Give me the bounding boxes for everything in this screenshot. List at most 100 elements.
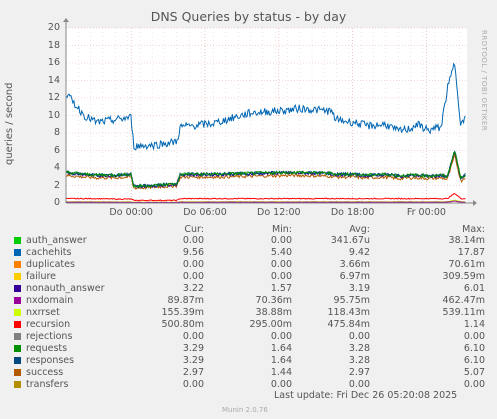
series-nxdomain xyxy=(65,200,466,204)
legend-row: duplicates 0.00 0.00 3.66m 70.61m xyxy=(14,259,485,271)
legend-row: failure 0.00 0.00 6.97m 309.59m xyxy=(14,271,486,283)
legend-row: success 2.97 1.44 2.97 5.07 xyxy=(14,367,485,379)
y-tick-label: 4 xyxy=(53,162,60,173)
legend-swatch xyxy=(14,381,21,388)
legend-avg: 9.42 xyxy=(348,247,370,258)
legend-name: cachehits xyxy=(26,247,72,258)
legend-cur: 3.29 xyxy=(182,355,204,366)
legend-name: nxrrset xyxy=(26,307,60,318)
legend-row: rejections 0.00 0.00 0.00 0.00 xyxy=(14,331,485,343)
y-tick-label: 14 xyxy=(47,74,60,86)
legend-min: 0.00 xyxy=(270,259,292,270)
rrdtool-watermark: RRDTOOL / TOBI OETIKER xyxy=(480,30,488,132)
x-tick-label: Fr 00:00 xyxy=(406,207,446,218)
legend-name: recursion xyxy=(26,319,71,330)
legend-cur: 0.00 xyxy=(182,259,204,270)
legend-min: 1.57 xyxy=(270,283,292,294)
legend-avg: 3.28 xyxy=(348,343,370,354)
legend-avg: 6.97m xyxy=(339,271,370,282)
y-axis-label: queries / second xyxy=(4,82,15,165)
legend-max: 70.61m xyxy=(448,259,485,270)
legend-min: 1.64 xyxy=(270,355,292,366)
legend-max: 1.14 xyxy=(463,319,485,330)
legend-row: auth_answer 0.00 0.00 341.67u 38.14m xyxy=(14,235,485,247)
legend-cur: 89.87m xyxy=(167,295,204,306)
legend-max: 6.10 xyxy=(463,343,485,354)
legend-avg: 0.00 xyxy=(348,331,370,342)
legend-avg: 118.43m xyxy=(327,307,371,318)
series-requests xyxy=(65,151,466,188)
legend-min: 1.44 xyxy=(270,367,292,378)
legend-swatch xyxy=(14,249,21,256)
legend-cur: 0.00 xyxy=(182,379,204,390)
legend-max: 462.47m xyxy=(442,295,486,306)
legend-avg: 341.67u xyxy=(330,235,370,246)
x-tick-label: Do 06:00 xyxy=(183,207,227,218)
legend-cur: 9.56 xyxy=(182,247,204,258)
legend-max: 5.07 xyxy=(463,367,485,378)
series-cachehits xyxy=(65,62,466,151)
legend-swatch xyxy=(14,285,21,292)
legend-max: 17.87 xyxy=(457,247,485,258)
last-update: Last update: Fri Dec 26 05:20:08 2025 xyxy=(274,390,458,401)
legend-row: requests 3.29 1.64 3.28 6.10 xyxy=(14,343,485,355)
legend-avg: 95.75m xyxy=(333,295,370,306)
y-tick-label: 12 xyxy=(47,92,60,103)
legend-cur: 155.39m xyxy=(161,307,205,318)
x-tick-label: Do 00:00 xyxy=(109,207,153,218)
legend-max: 539.11m xyxy=(442,307,486,318)
legend-name: rejections xyxy=(26,331,73,342)
col-header-max: Max: xyxy=(462,224,485,235)
legend-min: 5.40 xyxy=(270,247,292,258)
legend-name: responses xyxy=(26,355,75,366)
legend-cur: 2.97 xyxy=(182,367,204,378)
legend-swatch xyxy=(14,321,21,328)
legend-row: transfers 0.00 0.00 0.00 0.00 xyxy=(14,379,485,391)
legend-row: cachehits 9.56 5.40 9.42 17.87 xyxy=(14,247,485,259)
y-tick-label: 16 xyxy=(47,57,60,68)
legend-name: duplicates xyxy=(26,259,75,270)
y-tick-label: 6 xyxy=(53,144,60,156)
y-tick-label: 0 xyxy=(53,197,60,208)
legend-swatch xyxy=(14,309,21,316)
y-axis-arrow xyxy=(63,18,69,22)
legend-max: 0.00 xyxy=(463,331,485,342)
series-recursion xyxy=(65,193,466,202)
legend-name: auth_answer xyxy=(26,235,87,246)
col-header-min: Min: xyxy=(271,224,292,235)
legend-row: responses 3.29 1.64 3.28 6.10 xyxy=(14,355,485,367)
legend-avg: 3.19 xyxy=(348,283,370,294)
legend-swatch xyxy=(14,357,21,364)
legend-swatch xyxy=(14,333,21,340)
legend-name: failure xyxy=(26,271,57,282)
y-tick-label: 2 xyxy=(53,179,60,191)
legend-name: requests xyxy=(26,343,68,354)
legend-min: 38.88m xyxy=(255,307,292,318)
legend-swatch xyxy=(14,273,21,280)
legend-row: nxrrset 155.39m 38.88m 118.43m 539.11m xyxy=(14,307,486,319)
y-tick-label: 8 xyxy=(53,127,60,138)
legend-swatch xyxy=(14,297,21,304)
legend-avg: 3.66m xyxy=(339,259,370,270)
legend-swatch xyxy=(14,237,21,244)
legend-min: 70.36m xyxy=(255,295,292,306)
legend-max: 309.59m xyxy=(442,271,486,282)
legend-row: recursion 500.80m 295.00m 475.84m 1.14 xyxy=(14,319,485,331)
legend-name: success xyxy=(26,367,64,378)
x-axis-arrow xyxy=(473,200,477,206)
legend-name: nonauth_answer xyxy=(26,283,105,294)
legend-min: 0.00 xyxy=(270,331,292,342)
legend-max: 38.14m xyxy=(448,235,485,246)
legend-min: 0.00 xyxy=(270,379,292,390)
legend-name: nxdomain xyxy=(26,295,74,306)
col-header-cur: Cur: xyxy=(184,224,204,235)
legend-min: 1.64 xyxy=(270,343,292,354)
munin-version: Munin 2.0.76 xyxy=(222,406,268,414)
y-tick-label: 10 xyxy=(47,109,60,121)
legend-max: 0.00 xyxy=(463,379,485,390)
legend-max: 6.01 xyxy=(463,283,485,294)
legend-max: 6.10 xyxy=(463,355,485,366)
legend-swatch xyxy=(14,345,21,352)
y-tick-label: 20 xyxy=(47,22,60,33)
